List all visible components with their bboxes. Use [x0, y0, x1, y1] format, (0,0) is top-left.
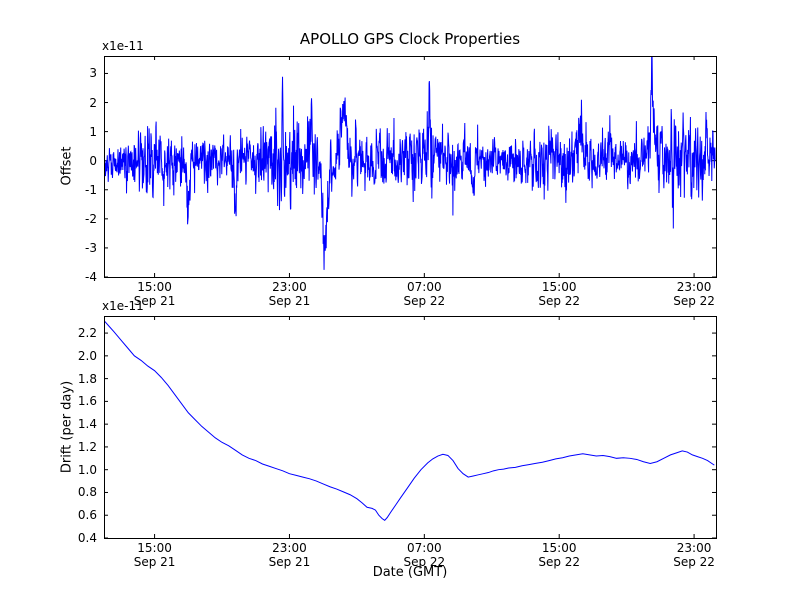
y-scale-offset-bottom: x1e-11 — [102, 299, 144, 313]
y-tick-label: 1.0 — [77, 462, 97, 477]
x-tick-label: 23:00 Sep 22 — [659, 541, 729, 569]
y-tick-label: 1.4 — [77, 417, 97, 432]
x-tick-time: 15:00 — [137, 280, 172, 294]
x-tick-date: Sep 22 — [673, 555, 715, 569]
x-tick-time: 15:00 — [137, 541, 172, 555]
x-tick-date: Sep 21 — [133, 294, 176, 308]
x-tick-date: Sep 22 — [673, 294, 715, 308]
x-tick-time: 23:00 — [676, 280, 712, 294]
y-tick-label: 1.6 — [77, 394, 97, 409]
x-tick-date: Sep 21 — [268, 555, 311, 569]
x-tick-date: Sep 22 — [538, 555, 581, 569]
x-tick-label: 15:00 Sep 21 — [120, 280, 190, 308]
y-tick-label: -4 — [85, 270, 97, 284]
y-tick-label: -1 — [85, 182, 97, 197]
x-tick-time: 15:00 — [541, 280, 577, 294]
figure-title: APOLLO GPS Clock Properties — [299, 30, 521, 48]
y-tick-label: -2 — [85, 211, 97, 226]
x-tick-time: 23:00 — [272, 541, 307, 555]
y-tick-label: 1.2 — [77, 439, 97, 454]
y-scale-offset-top: x1e-11 — [102, 39, 144, 53]
x-tick-date: Sep 22 — [403, 555, 446, 569]
y-tick-label: 0.6 — [77, 508, 97, 523]
x-tick-label: 23:00 Sep 22 — [659, 280, 729, 308]
x-tick-date: Sep 22 — [403, 294, 446, 308]
y-tick-label: -3 — [85, 240, 97, 255]
xlabel-date-gmt: Date (GMT) — [372, 565, 448, 580]
y-tick-label: 0.4 — [77, 531, 97, 545]
x-tick-date: Sep 22 — [538, 294, 581, 308]
x-tick-time: 07:00 — [407, 541, 442, 555]
x-tick-date: Sep 21 — [133, 555, 176, 569]
y-tick-label: 2.0 — [77, 348, 97, 363]
y-tick-label: 2.2 — [77, 326, 97, 341]
x-tick-label: 15:00 Sep 21 — [120, 541, 190, 569]
x-tick-time: 15:00 — [541, 541, 577, 555]
x-tick-label: 23:00 Sep 21 — [254, 541, 324, 569]
x-tick-label: 15:00 Sep 22 — [524, 280, 594, 308]
y-tick-label: 1 — [89, 124, 97, 139]
x-tick-label: 15:00 Sep 22 — [524, 541, 594, 569]
y-tick-label: 2 — [89, 95, 97, 110]
y-tick-label: 0.8 — [77, 485, 97, 500]
x-tick-time: 07:00 — [407, 280, 442, 294]
x-tick-label: 07:00 Sep 22 — [389, 280, 459, 308]
x-tick-label: 23:00 Sep 21 — [254, 280, 324, 308]
y-tick-label: 3 — [89, 66, 97, 81]
y-tick-label: 1.8 — [77, 371, 97, 386]
y-tick-label: 0 — [89, 153, 97, 168]
x-tick-time: 23:00 — [676, 541, 712, 555]
x-tick-label: 07:00 Sep 22 — [389, 541, 459, 569]
x-tick-date: Sep 21 — [268, 294, 311, 308]
x-tick-time: 23:00 — [272, 280, 307, 294]
